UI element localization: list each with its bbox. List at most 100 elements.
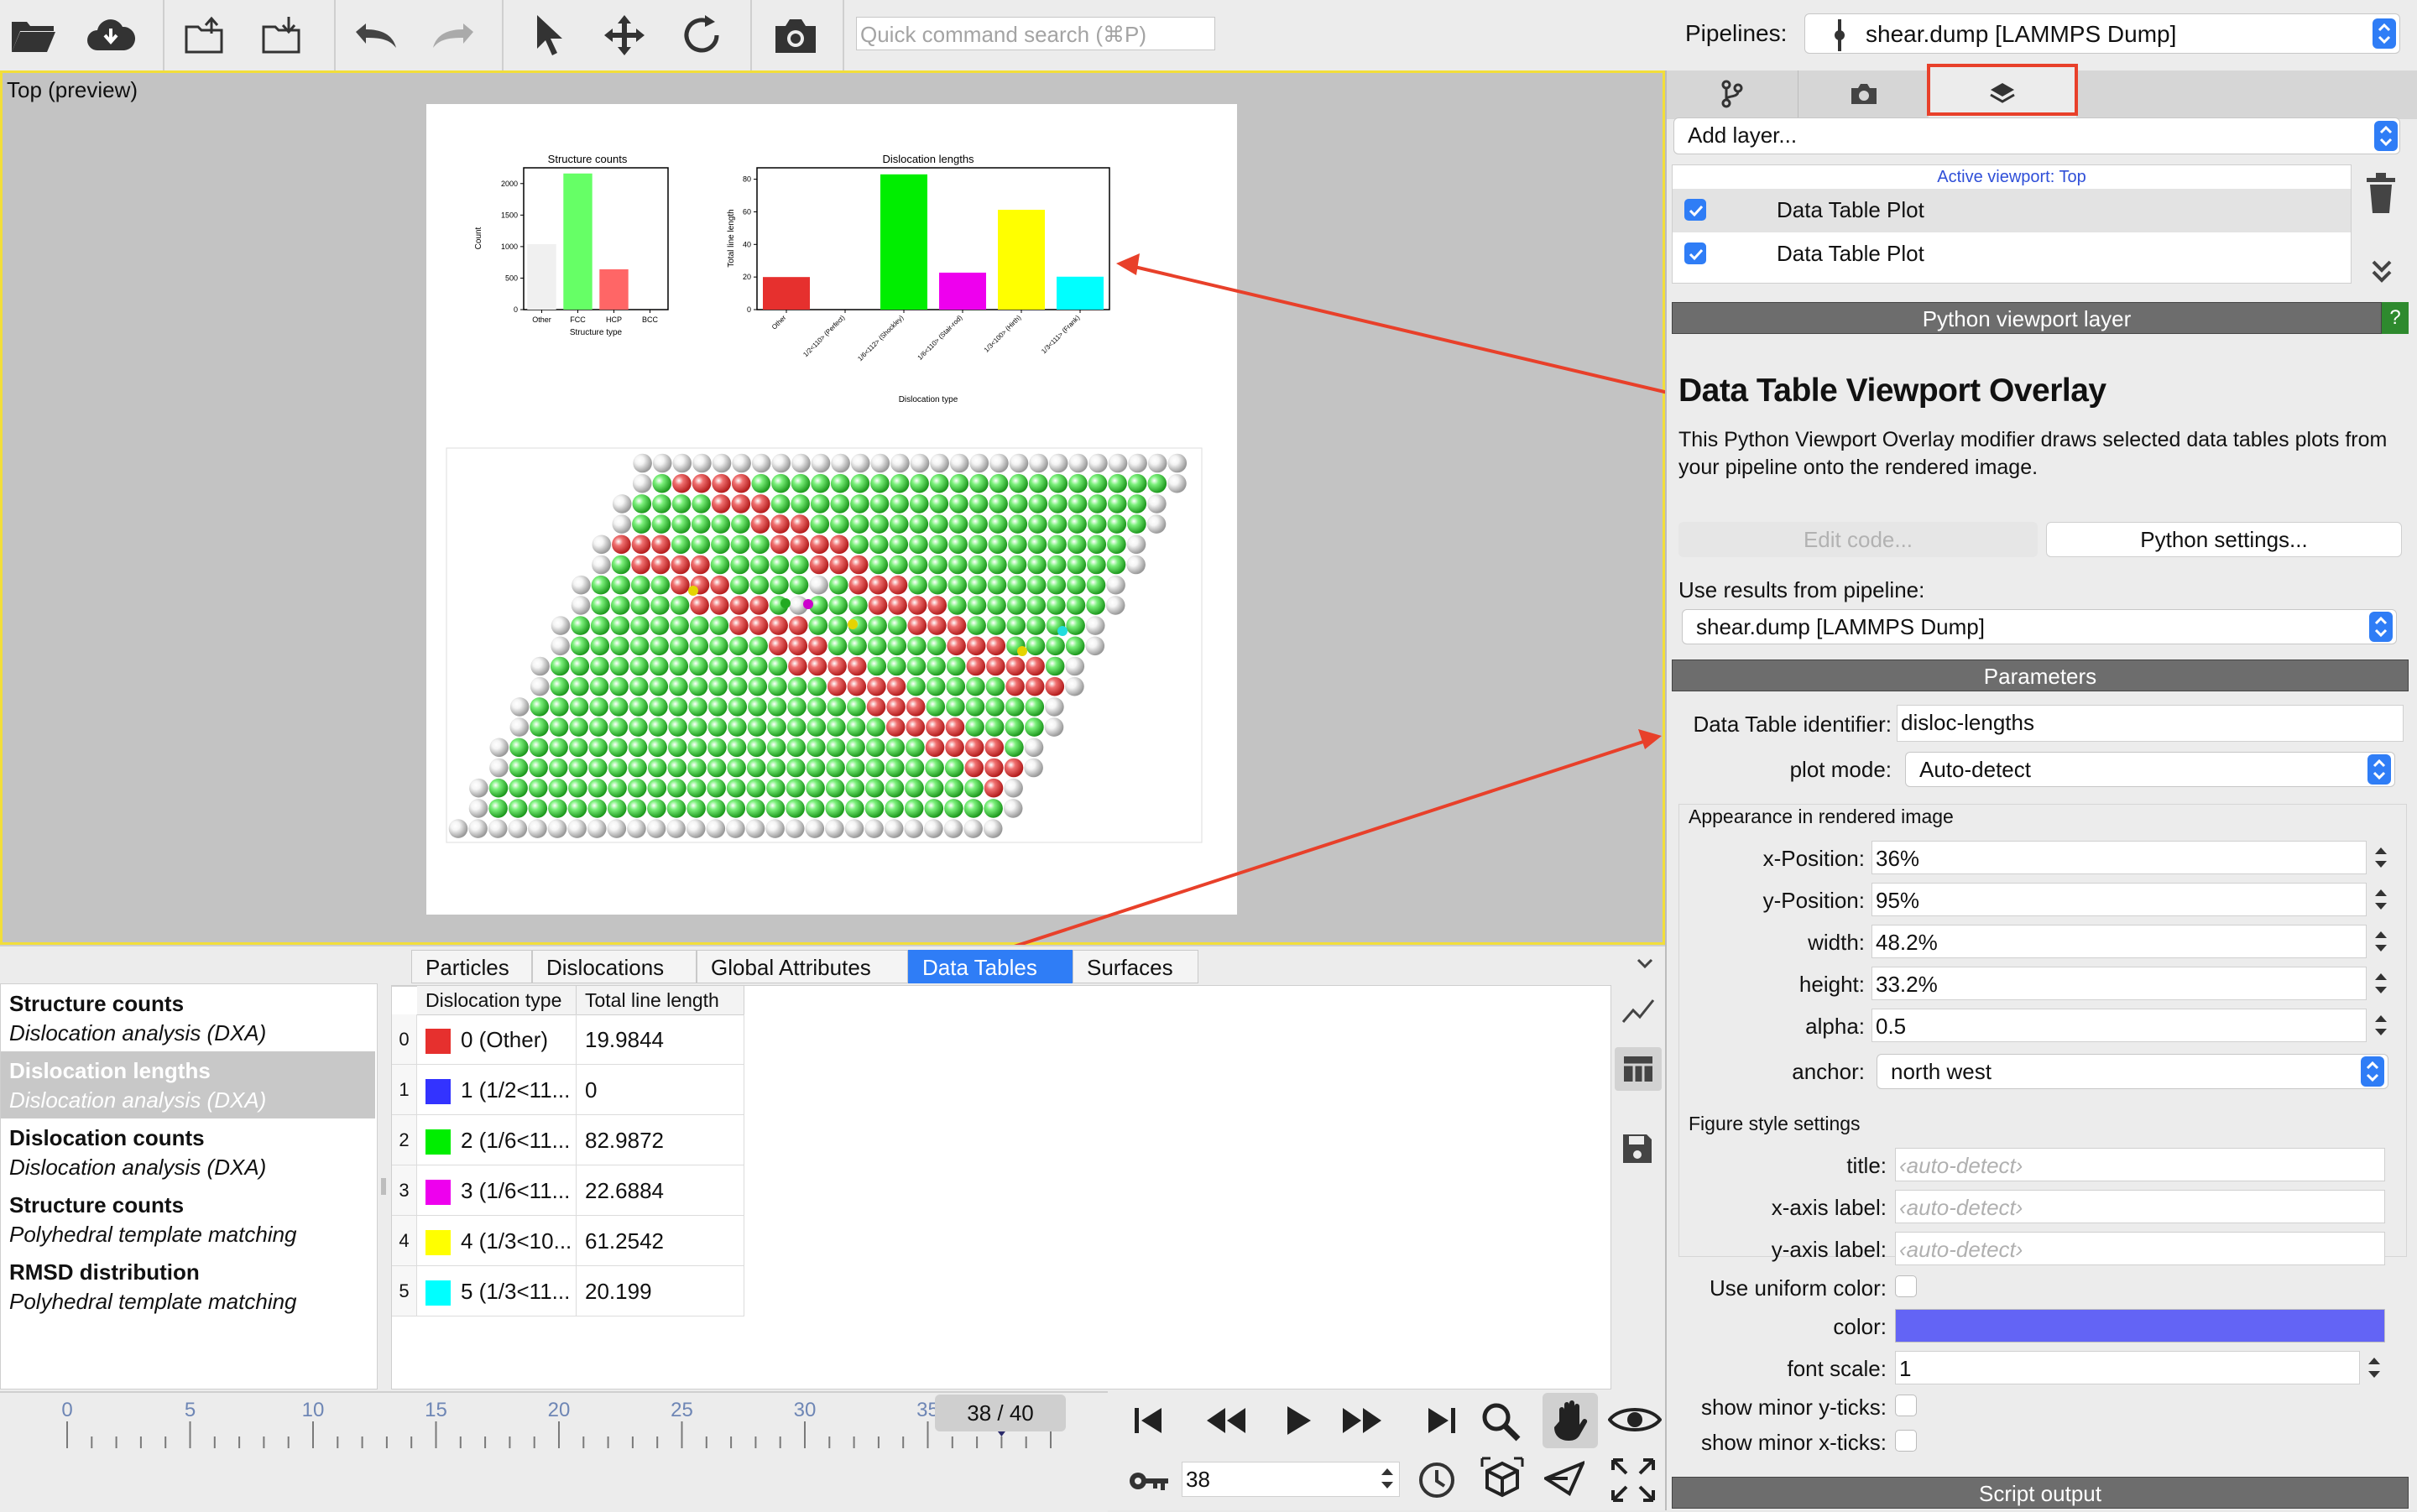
jump-to-start-icon[interactable] xyxy=(1133,1406,1163,1435)
total-line-length-cell[interactable]: 22.6884 xyxy=(577,1165,744,1216)
script-output-header[interactable]: Script output xyxy=(1672,1477,2409,1509)
open-folder-icon[interactable] xyxy=(7,8,60,62)
data-table-list-item[interactable]: Structure counts Dislocation analysis (D… xyxy=(1,984,375,1051)
total-line-length-cell[interactable]: 19.9844 xyxy=(577,1014,744,1065)
line-chart-icon[interactable] xyxy=(1621,997,1655,1025)
splitter-handle[interactable] xyxy=(378,983,389,1388)
height-input[interactable]: 33.2% xyxy=(1871,967,2367,1000)
total-line-length-cell[interactable]: 0 xyxy=(577,1065,744,1115)
minor-x-ticks-checkbox[interactable] xyxy=(1895,1430,1917,1452)
total-line-length-cell[interactable]: 82.9872 xyxy=(577,1115,744,1165)
tab-particles[interactable]: Particles xyxy=(411,950,532,983)
atom xyxy=(885,799,904,818)
minor-y-ticks-checkbox[interactable] xyxy=(1895,1395,1917,1416)
timeline-tick-label: 0 xyxy=(61,1399,72,1421)
font-scale-stepper[interactable] xyxy=(2365,1351,2383,1384)
total-line-length-cell[interactable]: 20.199 xyxy=(577,1266,744,1316)
orbit-box-icon[interactable] xyxy=(1479,1455,1526,1502)
atom xyxy=(1029,494,1048,514)
y-position-input[interactable]: 95% xyxy=(1871,883,2367,916)
dislocation-type-cell[interactable]: 4 (1/3<10... xyxy=(417,1216,577,1266)
undo-icon[interactable] xyxy=(349,8,403,62)
anchor-combobox[interactable]: north west xyxy=(1877,1054,2388,1089)
dislocation-marker xyxy=(1017,646,1027,656)
layer-item[interactable]: Data Table Plot xyxy=(1673,189,2351,232)
key-icon[interactable] xyxy=(1128,1468,1170,1494)
jump-to-end-icon[interactable] xyxy=(1427,1406,1457,1435)
atom xyxy=(927,637,947,656)
visibility-eye-icon[interactable] xyxy=(1608,1403,1662,1436)
tab-data-tables[interactable]: Data Tables xyxy=(908,950,1073,983)
y-position-stepper[interactable] xyxy=(2372,883,2390,916)
zoom-all-icon[interactable] xyxy=(1610,1457,1657,1504)
layer-visibility-checkbox[interactable] xyxy=(1684,199,1706,221)
tab-global-attributes[interactable]: Global Attributes xyxy=(697,950,908,983)
trash-icon[interactable] xyxy=(2363,171,2399,215)
layer-visibility-checkbox[interactable] xyxy=(1684,242,1706,264)
data-table-list-item[interactable]: Structure counts Polyhedral template mat… xyxy=(1,1186,375,1253)
alpha-stepper[interactable] xyxy=(2372,1009,2390,1042)
dislocation-type-cell[interactable]: 1 (1/2<11... xyxy=(417,1065,577,1115)
layer-item[interactable]: Data Table Plot xyxy=(1673,232,2351,276)
edit-code-button[interactable]: Edit code... xyxy=(1678,522,2038,557)
x-position-input[interactable]: 36% xyxy=(1871,841,2367,874)
clock-icon[interactable] xyxy=(1418,1462,1455,1499)
data-table-list-item[interactable]: Dislocation counts Dislocation analysis … xyxy=(1,1118,375,1186)
frame-spinner-input[interactable]: 38 xyxy=(1182,1462,1400,1497)
font-scale-input[interactable]: 1 xyxy=(1895,1351,2360,1384)
double-chevron-down-icon[interactable] xyxy=(2370,257,2394,285)
frame-spinner-stepper[interactable] xyxy=(1378,1462,1396,1495)
pan-mode-button[interactable] xyxy=(1543,1393,1598,1448)
play-icon[interactable] xyxy=(1284,1405,1313,1436)
width-input[interactable]: 48.2% xyxy=(1871,925,2367,958)
viewport-caption[interactable]: Top (preview) xyxy=(7,77,138,103)
y-axis-label-input[interactable]: ‹auto-detect› xyxy=(1895,1232,2385,1265)
rewind-icon[interactable] xyxy=(1205,1406,1247,1435)
add-layer-combobox[interactable]: Add layer... xyxy=(1673,117,2400,154)
height-stepper[interactable] xyxy=(2372,967,2390,1000)
dislocation-type-cell[interactable]: 3 (1/6<11... xyxy=(417,1165,577,1216)
fast-forward-icon[interactable] xyxy=(1341,1406,1383,1435)
export-icon[interactable] xyxy=(178,8,232,62)
title-input[interactable]: ‹auto-detect› xyxy=(1895,1148,2385,1181)
data-table-list-item[interactable]: RMSD distribution Polyhedral template ma… xyxy=(1,1253,375,1320)
x-position-stepper[interactable] xyxy=(2372,841,2390,874)
tab-dislocations[interactable]: Dislocations xyxy=(532,950,697,983)
uniform-color-checkbox[interactable] xyxy=(1895,1275,1917,1297)
dislocation-type-cell[interactable]: 2 (1/6<11... xyxy=(417,1115,577,1165)
tab-render[interactable] xyxy=(1798,70,1929,117)
alpha-input[interactable]: 0.5 xyxy=(1871,1009,2367,1042)
column-header[interactable]: Total line length xyxy=(577,986,744,1015)
zoom-icon[interactable] xyxy=(1480,1401,1521,1442)
x-axis-label-input[interactable]: ‹auto-detect› xyxy=(1895,1190,2385,1223)
python-settings-button[interactable]: Python settings... xyxy=(2046,522,2402,557)
pipeline-selector[interactable]: shear.dump [LAMMPS Dump] xyxy=(1804,13,2400,54)
import-icon[interactable] xyxy=(255,8,309,62)
dislocation-type-cell[interactable]: 0 (Other) xyxy=(417,1014,577,1065)
select-pointer-icon[interactable] xyxy=(520,8,574,62)
redo-icon[interactable] xyxy=(426,8,480,62)
chevron-down-icon[interactable] xyxy=(1635,955,1655,972)
fly-mode-icon[interactable] xyxy=(1544,1460,1584,1497)
data-table-identifier-input[interactable]: disloc-lengths xyxy=(1897,705,2404,742)
save-icon[interactable] xyxy=(1621,1133,1653,1165)
current-frame-indicator[interactable]: 38 / 40 xyxy=(935,1395,1066,1431)
move-icon[interactable] xyxy=(598,8,651,62)
total-line-length-cell[interactable]: 61.2542 xyxy=(577,1216,744,1266)
rotate-icon[interactable] xyxy=(675,8,728,62)
use-results-combobox[interactable]: shear.dump [LAMMPS Dump] xyxy=(1682,609,2397,644)
color-picker[interactable] xyxy=(1895,1309,2385,1343)
dislocation-type-cell[interactable]: 5 (1/3<11... xyxy=(417,1266,577,1316)
plot-mode-combobox[interactable]: Auto-detect xyxy=(1905,752,2395,787)
data-table-list-item[interactable]: Dislocation lengths Dislocation analysis… xyxy=(1,1051,375,1118)
help-button[interactable]: ? xyxy=(2382,302,2409,334)
column-header[interactable]: Dislocation type xyxy=(417,986,577,1015)
camera-icon[interactable] xyxy=(769,8,822,62)
atom xyxy=(727,759,746,778)
tab-pipeline[interactable] xyxy=(1667,70,1798,117)
tab-surfaces[interactable]: Surfaces xyxy=(1073,950,1198,983)
quick-command-search[interactable]: Quick command search (⌘P) xyxy=(856,17,1215,50)
cloud-download-icon[interactable] xyxy=(84,8,138,62)
table-view-button[interactable] xyxy=(1615,1047,1662,1091)
width-stepper[interactable] xyxy=(2372,925,2390,958)
